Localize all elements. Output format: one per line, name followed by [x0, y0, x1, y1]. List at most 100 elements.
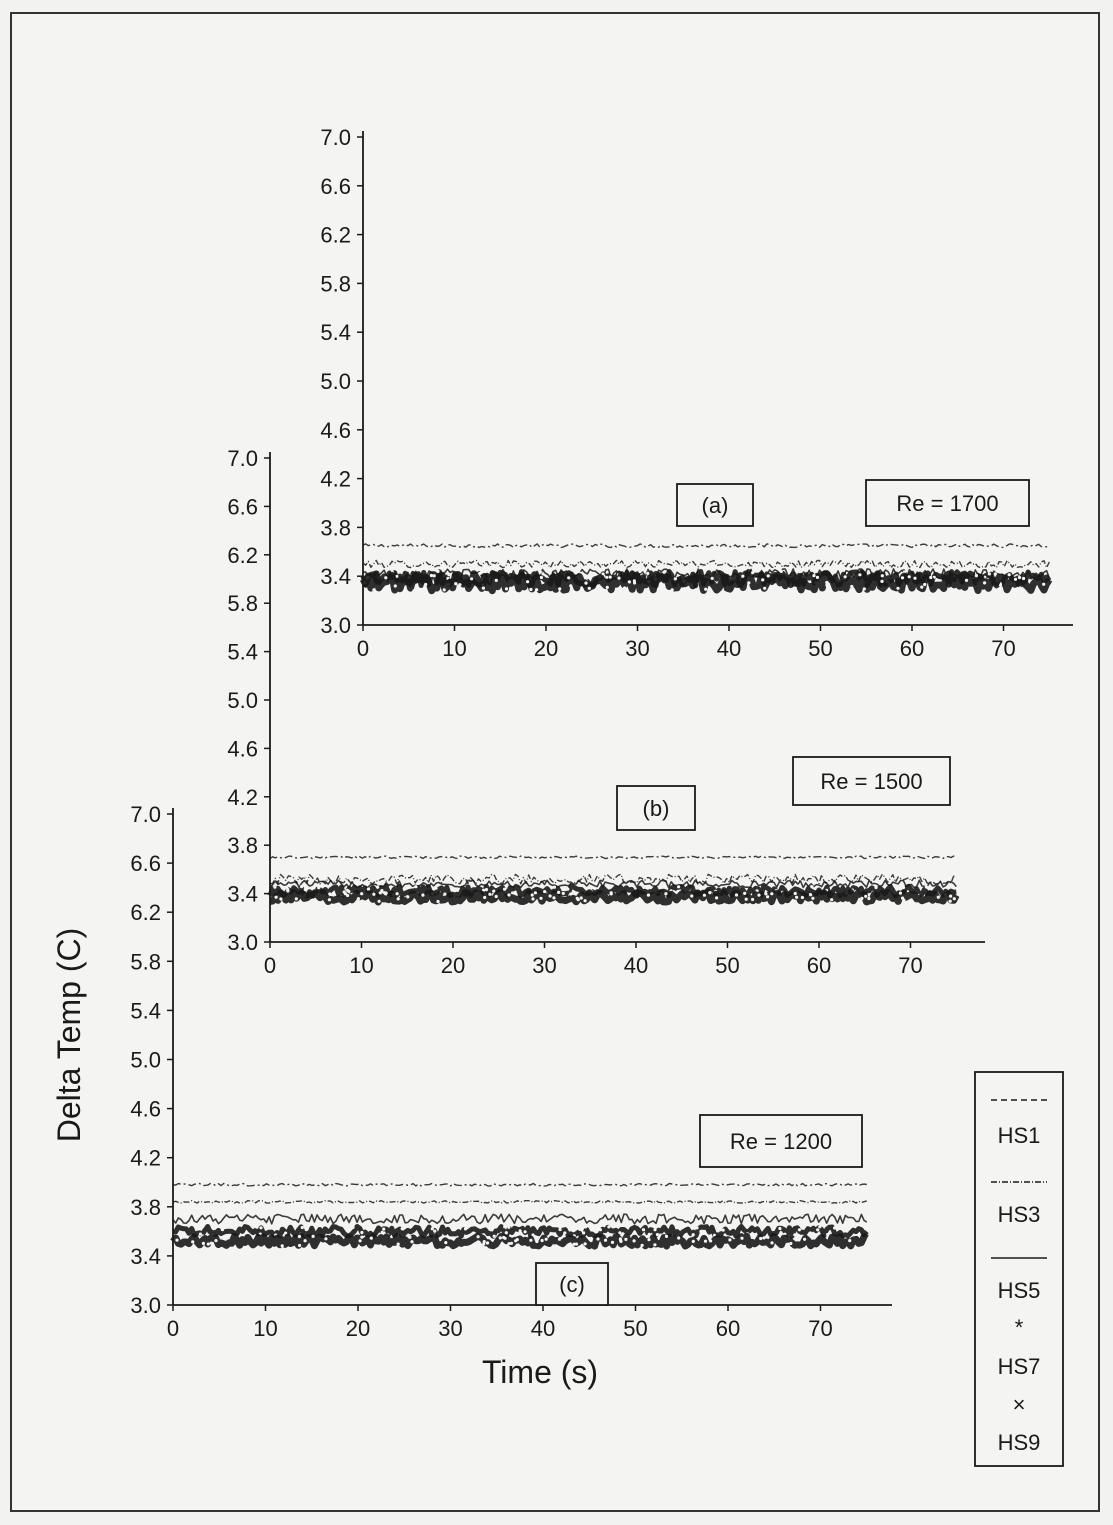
- series-hs7-marker: [538, 570, 543, 574]
- series-hs7-marker: [304, 1228, 308, 1232]
- series-hs9-marker: [421, 893, 425, 897]
- panel-label-box: [616, 785, 696, 831]
- series-hs7-marker: [351, 1225, 355, 1229]
- series-hs9-marker: [583, 899, 587, 903]
- series-hs9-marker: [429, 573, 433, 578]
- reynolds-annotation: Re = 1200: [730, 1129, 832, 1154]
- series-hs9-marker: [741, 574, 745, 578]
- series-hs9-marker: [529, 1238, 533, 1242]
- series-hs7-marker: [601, 572, 605, 576]
- series-hs7-marker: [699, 1229, 703, 1234]
- series-hs9-marker: [793, 891, 797, 896]
- x-tick-label: 10: [349, 953, 373, 978]
- series-hs9-marker: [864, 894, 868, 898]
- x-tick-label: 70: [808, 1316, 832, 1341]
- series-hs3: [269, 873, 957, 885]
- series-hs9-marker: [507, 893, 511, 897]
- series-hs7-marker: [489, 1228, 493, 1232]
- series-hs7-marker: [539, 575, 544, 580]
- series-hs9-marker: [587, 586, 591, 590]
- series-hs7-marker: [198, 1232, 202, 1236]
- series-hs7-marker: [607, 1225, 611, 1229]
- series-hs9-marker: [470, 577, 474, 581]
- series-hs7-marker: [618, 1231, 622, 1235]
- series-hs9-marker: [900, 576, 905, 580]
- series-hs9-marker: [632, 1239, 636, 1243]
- series-hs9-marker: [494, 578, 498, 583]
- series-hs7-marker: [503, 887, 507, 891]
- y-tick-label: 5.4: [130, 998, 161, 1023]
- series-hs9-marker: [703, 1239, 708, 1243]
- series-hs9-marker: [557, 1237, 562, 1241]
- series-hs9-marker: [533, 891, 538, 895]
- series-hs7-marker: [395, 574, 399, 579]
- x-tick-label: 30: [438, 1316, 462, 1341]
- y-tick-label: 7.0: [320, 125, 351, 150]
- series-hs9-marker: [356, 897, 360, 901]
- y-tick-label: 6.2: [130, 900, 161, 925]
- series-hs7-marker: [641, 1228, 646, 1232]
- series-hs9-marker: [770, 1241, 774, 1245]
- series-hs7-marker: [300, 1225, 304, 1230]
- series-hs7-marker: [778, 1226, 782, 1231]
- series-hs9-marker: [761, 578, 765, 582]
- y-tick-label: 4.2: [227, 785, 258, 810]
- x-tick-label: 10: [253, 1316, 277, 1341]
- series-hs9-marker: [800, 895, 805, 900]
- y-tick-label: 5.0: [227, 688, 258, 713]
- series-hs9-marker: [627, 580, 632, 584]
- series-hs9-marker: [384, 576, 388, 580]
- series-hs9-marker: [539, 896, 543, 900]
- series-hs9-marker: [535, 588, 539, 592]
- y-tick-label: 3.8: [130, 1195, 161, 1220]
- series-hs9-marker: [443, 892, 447, 896]
- series-hs9-marker: [664, 892, 668, 896]
- legend-marker-hs9: ×: [1013, 1392, 1026, 1417]
- x-tick-label: 70: [991, 636, 1015, 661]
- series-hs9-marker: [526, 580, 530, 584]
- series-hs9-marker: [809, 893, 813, 897]
- series-hs9-marker: [786, 1244, 791, 1248]
- series-hs7-marker: [430, 1227, 434, 1231]
- series-hs7-marker: [286, 887, 290, 892]
- series-hs7-marker: [478, 571, 482, 576]
- series-hs7-marker: [434, 886, 438, 890]
- series-hs9-marker: [294, 897, 298, 901]
- series-hs9-marker: [633, 581, 637, 585]
- series-hs9-marker: [442, 588, 446, 592]
- series-hs7-marker: [898, 884, 902, 888]
- legend-label-hs9: HS9: [998, 1430, 1041, 1455]
- x-tick-label: 50: [623, 1316, 647, 1341]
- y-tick-label: 5.0: [320, 369, 351, 394]
- series-hs1: [269, 855, 957, 860]
- series-hs9-marker: [618, 1237, 623, 1241]
- x-tick-label: 0: [264, 953, 276, 978]
- series-hs9-marker: [677, 1236, 681, 1240]
- series-hs7-marker: [797, 1228, 802, 1232]
- x-tick-label: 20: [534, 636, 558, 661]
- series-hs9-marker: [757, 893, 761, 897]
- series-hs9-marker: [297, 1234, 301, 1239]
- series-hs9-marker: [482, 1242, 486, 1246]
- y-tick-label: 3.0: [227, 930, 258, 955]
- series-hs9-marker: [311, 898, 315, 902]
- series-hs9-marker: [280, 1244, 284, 1248]
- series-hs9-marker: [1042, 582, 1046, 586]
- series-hs9-marker: [1022, 576, 1026, 581]
- series-hs9-marker: [830, 898, 834, 902]
- series-hs9-marker: [690, 894, 694, 898]
- series-hs7-marker: [552, 885, 557, 889]
- x-axis-title: Time (s): [482, 1354, 598, 1390]
- series-hs9-marker: [311, 1234, 315, 1238]
- series-hs7-marker: [492, 889, 496, 893]
- series-hs9-marker: [902, 898, 906, 902]
- y-tick-label: 7.0: [227, 446, 258, 471]
- series-hs7-marker: [598, 1228, 603, 1232]
- series-hs9-marker: [535, 1239, 539, 1244]
- y-tick-label: 4.6: [227, 736, 258, 761]
- series-hs9-marker: [1018, 586, 1022, 590]
- series-hs9-marker: [898, 891, 903, 895]
- series-hs7-marker: [259, 1226, 263, 1230]
- series-hs9-marker: [792, 586, 797, 590]
- series-hs7-marker: [433, 1229, 437, 1233]
